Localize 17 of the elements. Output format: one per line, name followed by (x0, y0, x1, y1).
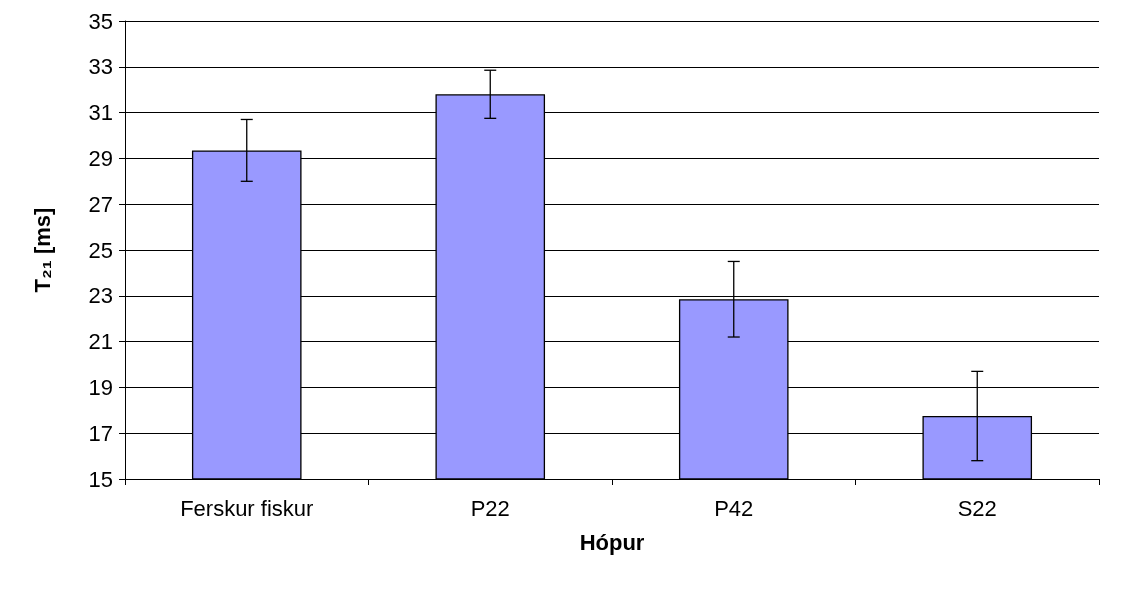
y-tick-label: 31 (88, 100, 113, 126)
x-tick-label: P42 (714, 495, 754, 521)
y-tick-label: 15 (88, 466, 113, 492)
x-tick-label: Ferskur fiskur (180, 495, 314, 521)
y-axis-title: T₂₁ [ms] (29, 207, 55, 293)
y-tick-label: 23 (88, 283, 113, 309)
y-tick-label: 21 (88, 329, 113, 355)
y-tick-label: 35 (88, 8, 113, 34)
y-tick-label: 25 (88, 237, 113, 263)
x-tick-label: P22 (470, 495, 510, 521)
x-tick-label: S22 (957, 495, 997, 521)
y-tick-label: 33 (88, 54, 113, 80)
x-axis-title: Hópur (579, 529, 645, 555)
y-tick-label: 17 (88, 420, 113, 446)
y-tick-label: 27 (88, 191, 113, 217)
y-tick-label: 19 (88, 374, 113, 400)
y-tick-label: 29 (88, 145, 113, 171)
